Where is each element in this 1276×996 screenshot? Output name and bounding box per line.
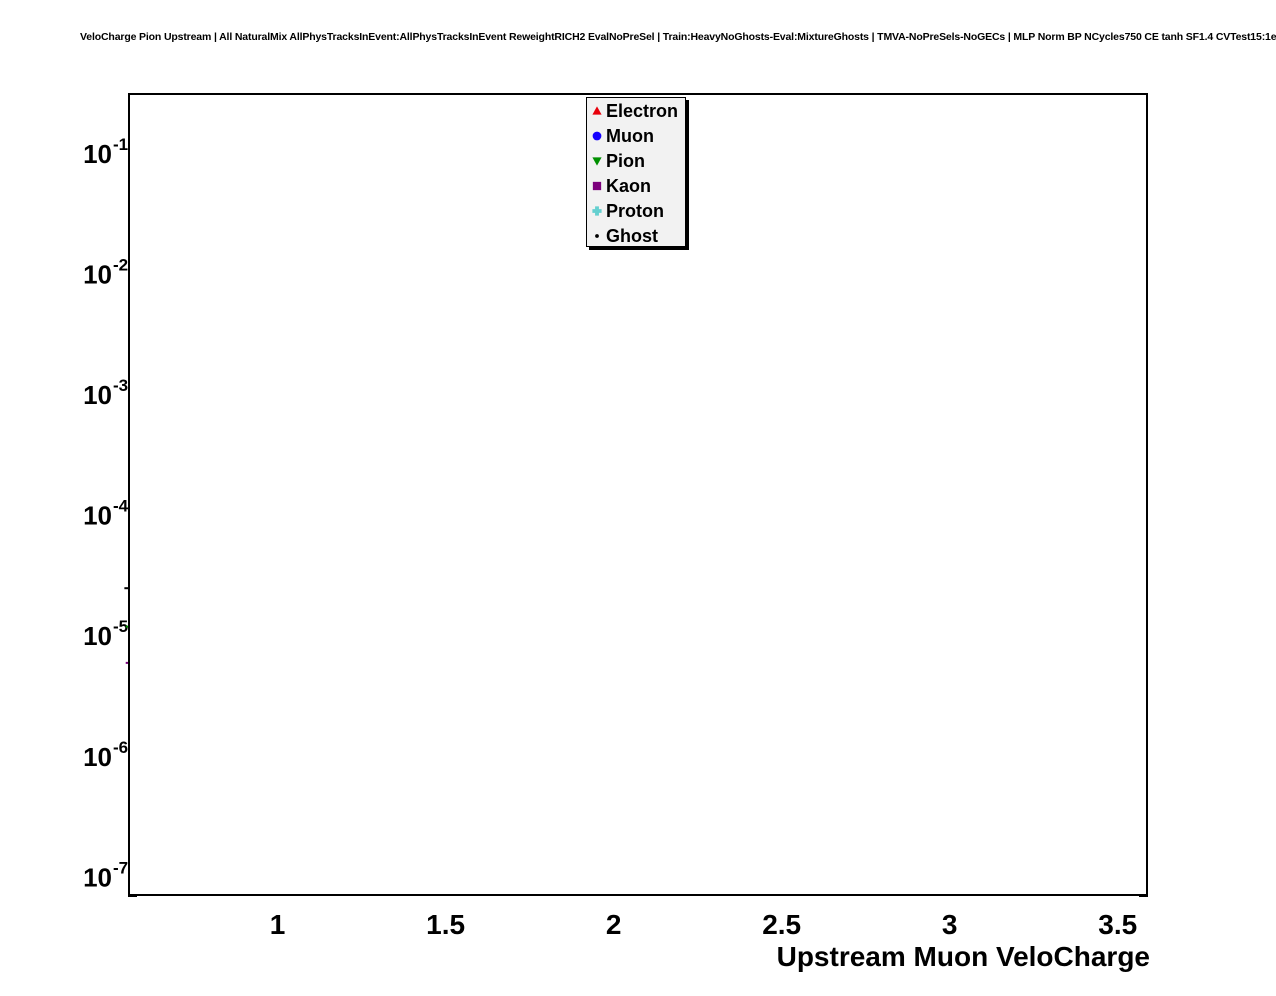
legend-item-muon[interactable]: Muon [587, 123, 685, 148]
svg-text:-5: -5 [113, 617, 128, 636]
legend-item-label: Kaon [606, 175, 651, 196]
svg-text:10: 10 [83, 862, 112, 892]
legend-item-pion[interactable]: Pion [587, 148, 685, 173]
svg-text:1: 1 [270, 909, 286, 940]
svg-text:3: 3 [942, 909, 958, 940]
svg-text:1.5: 1.5 [426, 909, 465, 940]
legend-item-kaon[interactable]: Kaon [587, 173, 685, 198]
x-axis-title: Upstream Muon VeloCharge [776, 941, 1150, 972]
y-axis-labels: 10-110-210-310-410-510-610-7 [83, 135, 129, 892]
svg-text:10: 10 [83, 501, 112, 531]
legend-item-ghost[interactable]: Ghost [587, 223, 685, 248]
svg-text:10: 10 [83, 380, 112, 410]
svg-text:-2: -2 [113, 255, 128, 274]
cross-icon [589, 203, 605, 219]
triangle-down-icon [589, 153, 605, 169]
svg-text:-7: -7 [113, 858, 128, 877]
svg-text:-1: -1 [113, 135, 128, 154]
svg-text:-3: -3 [113, 376, 128, 395]
circle-icon [589, 128, 605, 144]
svg-text:2: 2 [606, 909, 622, 940]
legend-item-label: Ghost [606, 225, 658, 246]
svg-text:10: 10 [83, 139, 112, 169]
svg-text:10: 10 [83, 259, 112, 289]
svg-text:-6: -6 [113, 738, 128, 757]
legend-item-label: Electron [606, 100, 679, 121]
page-title: VeloCharge Pion Upstream | All NaturalMi… [80, 31, 1276, 43]
triangle-up-icon [589, 103, 605, 119]
legend: Electron Muon Pion Kaon Proton Ghost [586, 97, 686, 247]
svg-text:2.5: 2.5 [762, 909, 801, 940]
legend-item-label: Muon [606, 125, 654, 146]
legend-item-electron[interactable]: Electron [587, 98, 685, 123]
svg-text:-4: -4 [113, 497, 129, 516]
x-axis-labels: 1 1.5 2 2.5 3 3.5 [270, 909, 1137, 940]
svg-text:10: 10 [83, 742, 112, 772]
legend-item-proton[interactable]: Proton [587, 198, 685, 223]
legend-item-label: Pion [606, 150, 645, 171]
square-icon [589, 178, 605, 194]
svg-text:10: 10 [83, 621, 112, 651]
dot-icon [589, 228, 605, 244]
legend-item-label: Proton [606, 200, 664, 221]
svg-text:3.5: 3.5 [1098, 909, 1137, 940]
